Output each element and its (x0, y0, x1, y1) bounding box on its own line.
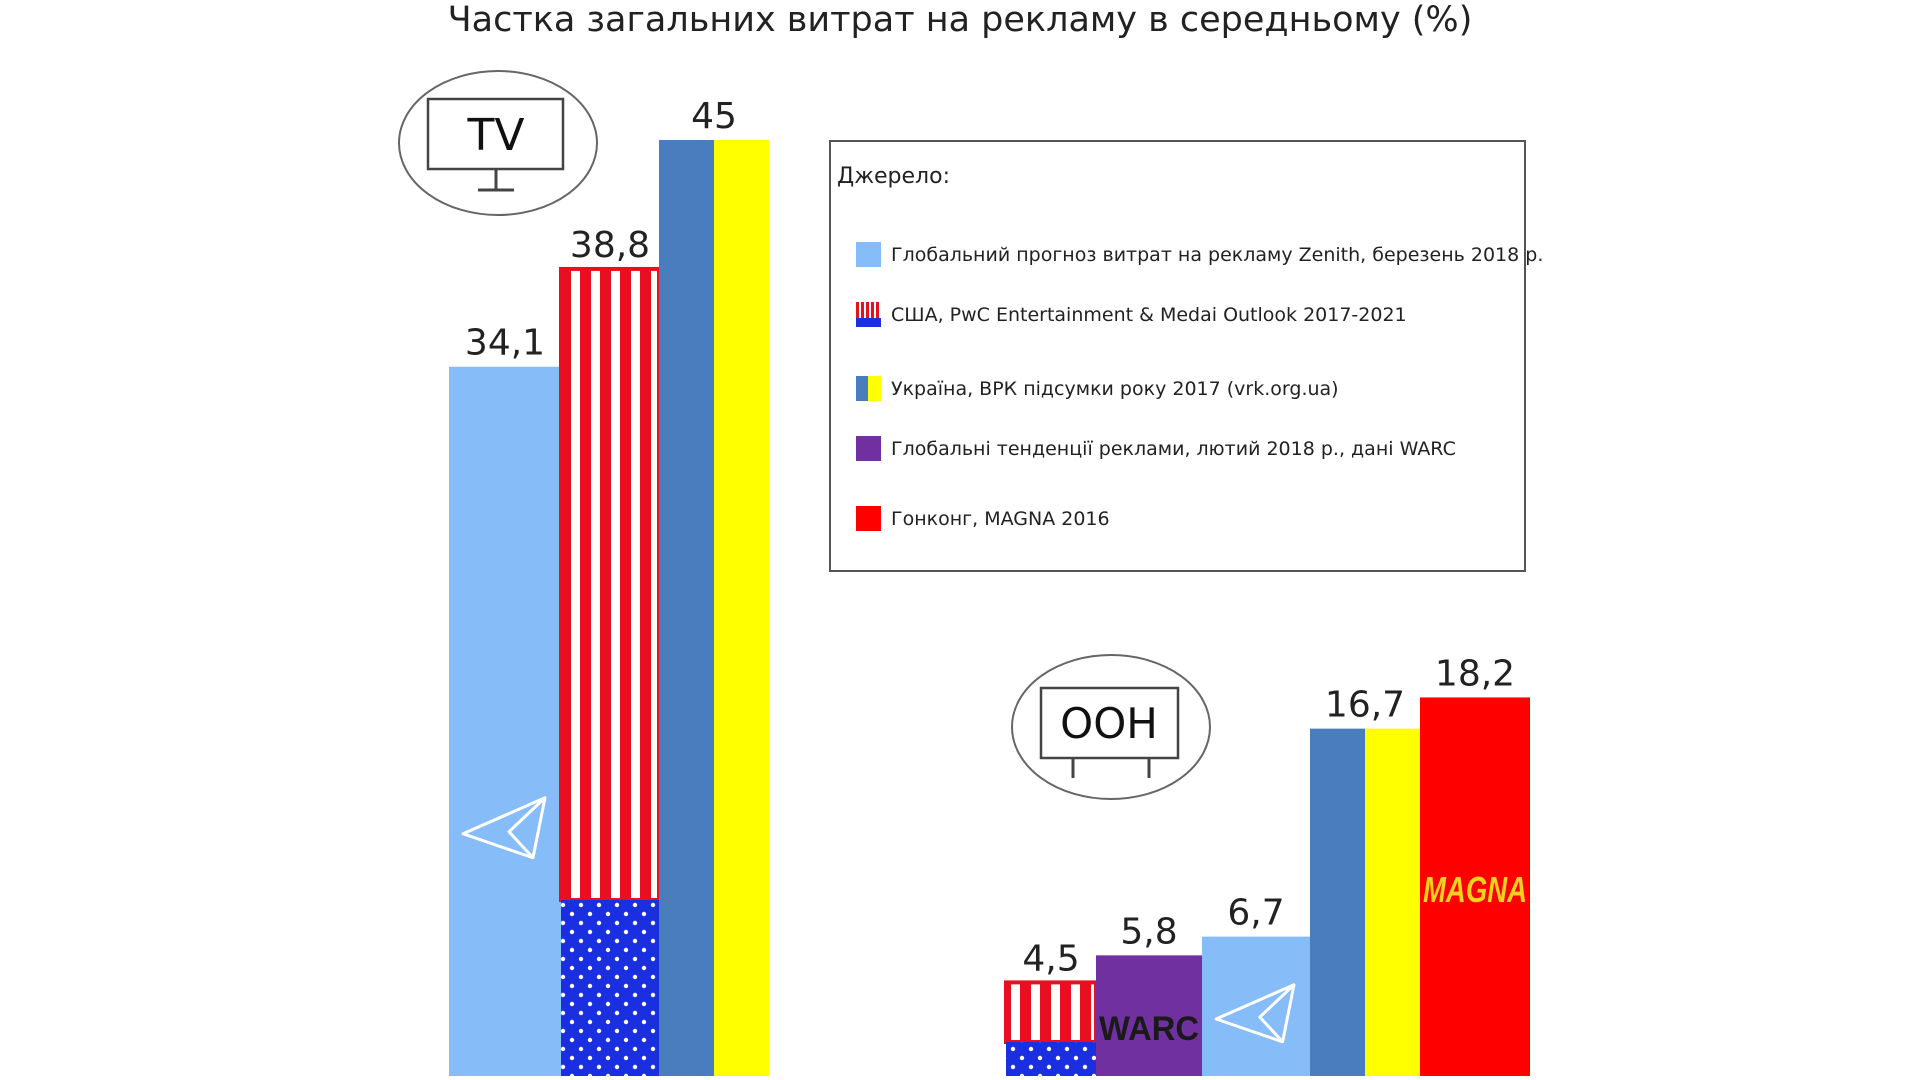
warc-logo: WARC (1099, 1010, 1199, 1048)
bar-value-label: 5,8 (1120, 911, 1177, 952)
legend-item-warc: Глобальні тенденції реклами, лютий 2018 … (856, 436, 1456, 461)
legend-swatch-warc (856, 436, 881, 461)
bar-usa-tv (559, 266, 661, 1076)
paper-plane-icon (461, 796, 547, 860)
legend-item-zenith: Глобальний прогноз витрат на рекламу Zen… (856, 242, 1543, 267)
bar-ukraine-tv (659, 140, 769, 1076)
bar-value-label: 16,7 (1325, 685, 1405, 726)
bar-zenith-tv (449, 366, 561, 1077)
bar-value-label: 6,7 (1227, 893, 1284, 934)
legend-swatch-zenith (856, 242, 881, 267)
legend-label: Глобальний прогноз витрат на рекламу Zen… (891, 243, 1544, 266)
legend-item-magna: Гонконг, MAGNA 2016 (856, 506, 1110, 531)
ooh-label: OOH (1060, 699, 1158, 748)
bar-zenith-ooh (1202, 936, 1310, 1076)
legend-item-ukraine: Україна, ВРК підсумки року 2017 (vrk.org… (856, 376, 1339, 401)
legend-heading: Джерело: (837, 164, 950, 189)
legend-label: Україна, ВРК підсумки року 2017 (vrk.org… (891, 377, 1339, 400)
legend-label: Глобальні тенденції реклами, лютий 2018 … (891, 437, 1456, 460)
legend-label: США, PwC Entertainment & Medai Outlook 2… (891, 303, 1407, 326)
bar-value-label: 45 (691, 96, 737, 137)
legend-swatch-usa (856, 302, 881, 327)
magna-logo: MAGNA (1423, 869, 1527, 910)
bar-magna-ooh: MAGNA (1420, 697, 1530, 1076)
bar-value-label: 34,1 (465, 323, 545, 364)
chart-title: Частка загальних витрат на рекламу в сер… (447, 0, 1473, 40)
legend: Джерело: Глобальний прогноз витрат на ре… (829, 140, 1543, 572)
tv-group-icon: TV (398, 70, 598, 216)
bar-ukraine-ooh (1310, 728, 1420, 1076)
legend-item-usa: США, PwC Entertainment & Medai Outlook 2… (856, 302, 1407, 327)
bar-value-label: 18,2 (1435, 653, 1515, 694)
bar-warc-ooh: WARC (1096, 955, 1202, 1076)
bar-usa-ooh (1004, 980, 1098, 1076)
ooh-group-icon: OOH (1011, 654, 1211, 800)
bar-value-label: 4,5 (1022, 938, 1079, 979)
tv-label: TV (467, 110, 525, 161)
paper-plane-icon (1214, 983, 1296, 1044)
legend-label: Гонконг, MAGNA 2016 (891, 507, 1110, 530)
bar-value-label: 38,8 (570, 225, 650, 266)
legend-swatch-magna (856, 506, 881, 531)
legend-swatch-ukraine (856, 376, 881, 401)
